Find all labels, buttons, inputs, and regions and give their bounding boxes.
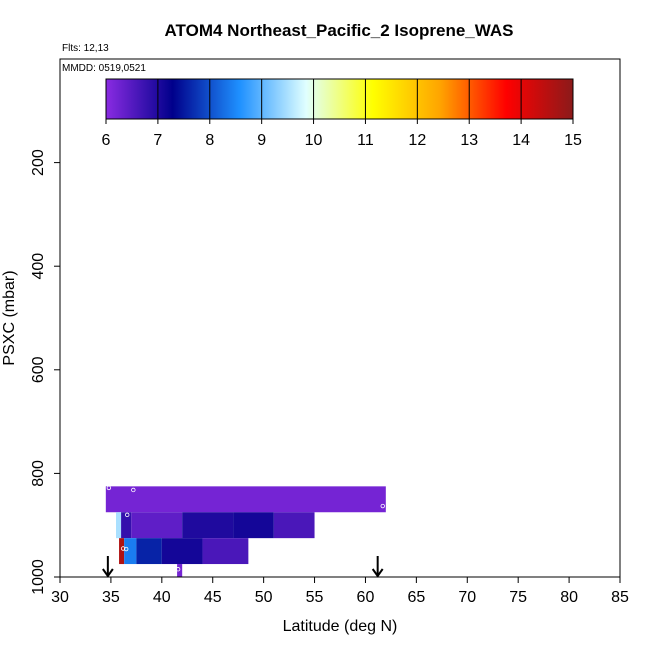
colorbar-tick-label: 15 [564,132,582,149]
x-tick-label: 45 [204,589,222,606]
heatmap-cell [105,486,386,513]
sample-points [106,485,385,572]
heatmap-cell [116,512,122,539]
x-tick-label: 65 [407,589,425,606]
y-tick-label: 200 [30,149,47,176]
x-axis: 30 35 40 45 50 55 60 65 70 75 80 85 [51,577,629,606]
colorbar-tick-label: 9 [257,132,266,149]
sample-point [175,567,181,572]
heatmap-cell [121,512,132,539]
sample-point [131,487,136,493]
arrow-marker [102,556,114,578]
colorbar-tick-label: 10 [305,132,323,149]
x-tick-label: 85 [611,589,629,606]
arrow-marker [371,556,384,578]
x-tick-label: 80 [560,589,578,606]
heatmap-cell [273,512,315,539]
colorbar-tick-label: 11 [357,132,374,149]
colorbar: 6 7 8 9 10 11 12 13 14 15 [102,78,582,149]
colorbar-tick-label: 14 [512,132,530,149]
colorbar-tick-label: 7 [153,132,162,149]
heatmap-cell [161,538,203,565]
sample-point [124,512,130,518]
heatmap-cells [105,486,386,577]
x-tick-label: 30 [51,589,69,606]
x-tick-label: 35 [102,589,120,606]
x-tick-label: 40 [153,589,171,606]
dates-annotation: MMDD: 0519,0521 [62,63,146,74]
colorbar-tick-label: 6 [102,132,111,149]
colorbar-gradient [105,78,574,120]
heatmap-cell [233,512,274,539]
heatmap-cell [202,538,249,565]
y-tick-label: 800 [30,460,47,487]
y-tick-label: 600 [30,356,47,383]
x-axis-label: Latitude (deg N) [283,618,398,635]
x-tick-label: 50 [255,589,273,606]
x-tick-label: 60 [357,589,375,606]
flights-annotation: Flts: 12,13 [62,43,109,54]
sample-point [123,546,129,552]
x-tick-label: 70 [458,589,476,606]
arrows [102,556,384,578]
sample-point [120,546,126,551]
x-tick-label: 75 [509,589,527,606]
y-tick-label: 400 [30,253,47,280]
heatmap-cell [119,538,125,565]
sample-point [106,485,112,491]
heatmap-cell [131,512,183,539]
colorbar-tick-label: 13 [460,132,478,149]
sample-point [380,503,385,509]
plot-frame [59,58,621,578]
colorbar-tick-label: 12 [408,132,426,149]
x-tick-label: 55 [306,589,324,606]
y-axis: 200 400 600 800 1000 [30,149,60,595]
y-axis-label: PSXC (mbar) [1,270,18,365]
heatmap-cell [182,512,234,539]
chart-title: ATOM4 Northeast_Pacific_2 Isoprene_WAS [165,21,514,40]
y-tick-label: 1000 [30,559,47,595]
heatmap-cell [124,538,137,565]
colorbar-tick-label: 8 [205,132,214,149]
heatmap-cell [136,538,162,565]
